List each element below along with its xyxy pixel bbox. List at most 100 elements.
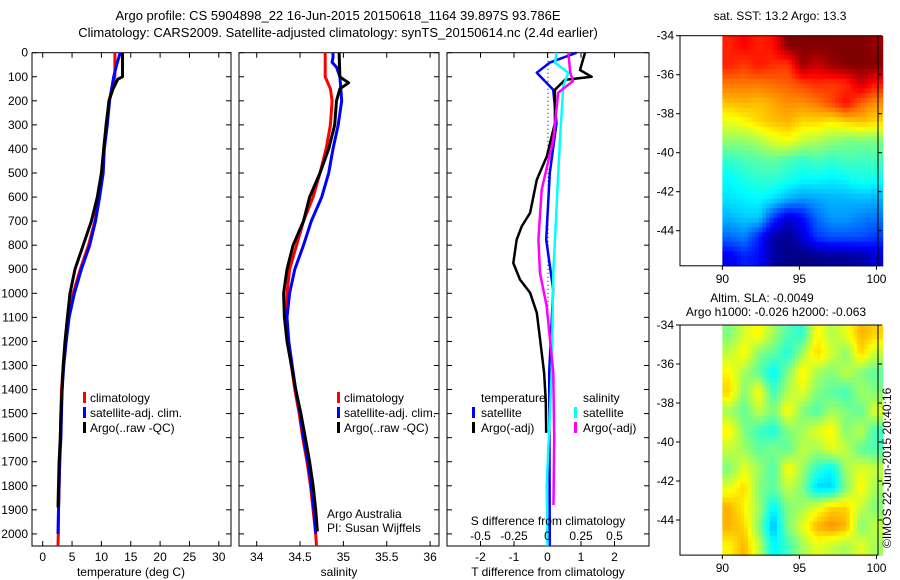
map-cell — [766, 165, 771, 171]
map-cell — [806, 261, 811, 267]
map-cell — [766, 256, 771, 262]
map-cell — [773, 150, 778, 157]
map-cell — [817, 440, 822, 446]
map-cell — [784, 165, 789, 171]
map-cell — [766, 112, 771, 118]
map-cell — [744, 468, 749, 475]
map-cell — [758, 45, 764, 51]
map-cell — [784, 232, 789, 238]
map-cell — [864, 521, 869, 527]
map-cell — [780, 344, 785, 350]
map-cell — [798, 401, 804, 408]
map-cell — [846, 155, 851, 161]
map-cell — [784, 45, 789, 51]
map-cell — [802, 64, 807, 70]
map-cell — [740, 483, 745, 489]
map-cell — [831, 136, 836, 142]
map-cell — [864, 492, 869, 499]
map-cell — [878, 497, 884, 503]
map-cell — [777, 396, 782, 403]
map-cell — [817, 112, 822, 118]
map-cell — [853, 217, 858, 224]
map-cell — [820, 121, 825, 128]
map-cell — [736, 88, 742, 94]
map-cell — [860, 387, 866, 393]
map-cell — [769, 150, 774, 157]
map-cell — [791, 131, 796, 137]
map-cell — [798, 353, 804, 360]
map-cell — [842, 198, 847, 205]
map-cell — [726, 425, 731, 432]
map-cell — [758, 69, 764, 75]
map-cell — [809, 222, 815, 229]
map-cell — [740, 59, 745, 66]
map-cell — [813, 88, 818, 94]
map-cell — [813, 444, 818, 451]
map-cell — [744, 531, 749, 537]
map-cell — [835, 392, 840, 398]
map-cell — [809, 45, 815, 51]
plot-frame — [238, 52, 440, 547]
map-cell — [795, 217, 800, 224]
map-cell — [762, 382, 767, 388]
map-cell — [795, 189, 800, 195]
map-cell — [868, 521, 873, 527]
map-cell — [827, 526, 833, 532]
map-cell — [849, 497, 855, 503]
map-cell — [835, 372, 840, 379]
map-cell — [860, 464, 866, 470]
map-cell — [827, 241, 833, 248]
map-cell — [722, 483, 727, 489]
map-cell — [729, 401, 734, 408]
map-cell — [860, 487, 866, 494]
map-cell — [802, 502, 807, 508]
map-cell — [842, 492, 847, 499]
map-cell — [868, 535, 873, 542]
map-cell — [758, 261, 764, 267]
map-cell — [729, 511, 734, 518]
map-cell — [777, 435, 782, 441]
map-cell — [751, 136, 756, 142]
map-cell — [838, 396, 844, 403]
map-cell — [787, 430, 793, 436]
map-cell — [798, 449, 804, 456]
map-cell — [875, 502, 880, 508]
map-cell — [740, 449, 745, 456]
map-cell — [813, 411, 818, 417]
map-cell — [835, 387, 840, 393]
map-cell — [806, 526, 811, 532]
map-cell — [853, 169, 858, 176]
map-cell — [798, 420, 804, 427]
map-cell — [744, 83, 749, 90]
map-cell — [773, 88, 778, 94]
map-cell — [857, 511, 862, 518]
map-cell — [740, 145, 745, 152]
map-cell — [722, 40, 727, 46]
map-cell — [751, 107, 756, 113]
map-cell — [813, 401, 818, 408]
map-cell — [868, 193, 873, 200]
map-cell — [766, 396, 771, 403]
map-cell — [813, 372, 818, 379]
map-cell — [762, 325, 767, 331]
map-cell — [802, 145, 807, 152]
map-cell — [864, 59, 869, 66]
map-cell — [864, 329, 869, 336]
map-cell — [871, 368, 876, 374]
map-cell — [842, 193, 847, 200]
map-cell — [827, 174, 833, 181]
map-cell — [744, 502, 749, 508]
map-cell — [744, 189, 749, 195]
map-cell — [827, 348, 833, 355]
map-cell — [824, 425, 829, 432]
map-cell — [729, 382, 734, 388]
map-cell — [791, 208, 796, 214]
map-cell — [791, 165, 796, 171]
map-cell — [762, 502, 767, 508]
map-cell — [824, 459, 829, 465]
map-cell — [736, 468, 742, 475]
map-cell — [751, 126, 756, 133]
map-cell — [857, 406, 862, 412]
map-cell — [842, 387, 847, 393]
map-cell — [787, 483, 793, 489]
